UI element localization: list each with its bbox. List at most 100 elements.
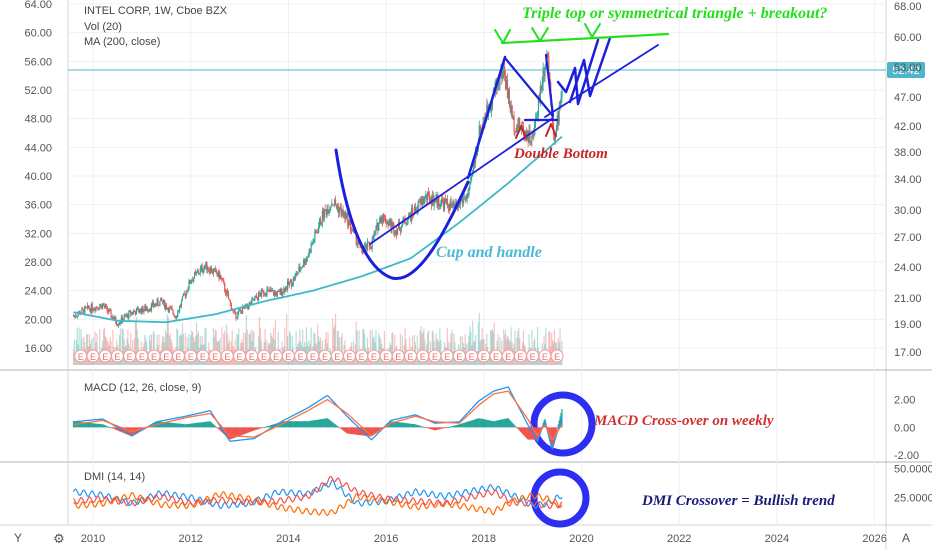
candle-body — [282, 292, 284, 295]
macd-histogram-bar — [332, 422, 334, 428]
candle-body — [179, 305, 181, 312]
volume-bar — [363, 329, 365, 365]
candle-body — [541, 83, 543, 90]
macd-histogram-bar — [360, 427, 362, 436]
macd-histogram-bar — [238, 427, 240, 437]
cup-curve-drawing[interactable] — [334, 148, 470, 280]
double-top-pattern-drawing[interactable] — [503, 53, 555, 118]
candle-body — [427, 191, 430, 194]
dmi-scale[interactable]: 50.0000 25.0000 — [894, 463, 932, 504]
candle-body — [184, 294, 186, 297]
macd-histogram-bar — [461, 423, 463, 428]
macd-histogram-bar — [391, 421, 393, 428]
candle-body — [258, 293, 261, 295]
volume-bar — [453, 333, 455, 365]
macd-crossover-circle[interactable] — [530, 391, 596, 457]
macd-histogram-bar — [239, 427, 241, 436]
right-price-scale[interactable]: 68.00 60.00 53.00 47.00 42.00 38.00 34.00 30.00… — [894, 1, 922, 359]
macd-histogram-bar — [96, 423, 98, 428]
candle-body — [454, 204, 456, 207]
macd-histogram-bar — [321, 418, 324, 428]
resistance-line-green[interactable] — [500, 32, 670, 45]
candle-body — [330, 206, 332, 208]
macd-histogram-bar — [540, 427, 542, 429]
volume-legend[interactable]: Vol (20) — [84, 21, 122, 33]
rising-trendline[interactable] — [544, 44, 659, 118]
macd-histogram-bar — [117, 427, 119, 431]
candle-body — [412, 214, 415, 216]
macd-histogram-bar — [191, 423, 193, 428]
candle-body — [75, 316, 77, 318]
volume-bar — [380, 338, 382, 365]
macd-histogram-bar — [526, 427, 528, 439]
dmi-legend[interactable]: DMI (14, 14) — [84, 471, 145, 483]
macd-histogram-bar — [479, 418, 481, 428]
candle-body — [468, 187, 470, 196]
support-trendline[interactable] — [369, 117, 554, 245]
settings-button[interactable]: ⚙ — [53, 532, 65, 547]
candle-body — [516, 125, 518, 132]
macd-histogram-bar — [102, 424, 105, 428]
candle-body — [326, 208, 328, 216]
candle-body — [87, 305, 90, 309]
volume-bar — [102, 330, 105, 365]
top-marker-1[interactable] — [494, 29, 511, 44]
macd-histogram-bar — [512, 423, 514, 428]
symbol-legend[interactable]: INTEL CORP, 1W, Cboe BZX — [84, 5, 228, 17]
left-price-scale[interactable]: 64.00 60.00 56.00 52.00 48.00 44.00 40.00 36.00… — [24, 0, 52, 355]
ma-legend[interactable]: MA (200, close) — [84, 36, 160, 48]
macd-histogram-bar — [534, 427, 536, 440]
bottom-marker-2[interactable] — [545, 123, 557, 137]
bottom-marker-1[interactable] — [515, 125, 527, 139]
breakout-zigzag-drawing[interactable] — [568, 36, 612, 104]
top-marker-3[interactable] — [584, 23, 601, 38]
macd-histogram-bar — [458, 424, 460, 428]
volume-bar — [221, 327, 223, 365]
candle-body — [540, 86, 542, 90]
macd-legend[interactable]: MACD (12, 26, close, 9) — [84, 382, 201, 394]
candle-body — [262, 290, 264, 295]
volume-bar — [358, 330, 360, 365]
volume-bar — [490, 330, 493, 365]
upper-trendline[interactable] — [466, 55, 507, 180]
volume-bar — [536, 327, 539, 365]
candle-body — [295, 273, 297, 275]
candle-body — [292, 278, 294, 285]
volume-bar — [435, 333, 437, 365]
macd-histogram-bar — [173, 423, 175, 428]
candle-body — [233, 310, 235, 312]
auto-scale-button[interactable]: A — [902, 531, 910, 545]
macd-histogram-bar — [452, 425, 454, 428]
earnings-marker-label: E — [542, 352, 548, 362]
candle-body — [223, 280, 225, 284]
right-price-tick: 34.00 — [894, 174, 922, 186]
macd-histogram-bar — [484, 419, 486, 428]
macd-histogram-bar — [284, 421, 286, 428]
candle-body — [186, 291, 188, 293]
volume-bar — [501, 340, 503, 365]
candle-body — [505, 80, 508, 90]
candle-body — [473, 161, 476, 164]
volume-bar — [302, 329, 304, 365]
volume-bar — [286, 313, 288, 365]
candle-body — [176, 317, 178, 319]
macd-histogram-bar — [112, 427, 114, 429]
macd-histogram-bar — [192, 423, 194, 428]
macd-histogram-bar — [527, 427, 529, 440]
macd-histogram-bar — [349, 427, 352, 434]
candle-body — [369, 246, 371, 249]
log-scale-toggle[interactable]: Y — [14, 531, 22, 545]
candle-body — [120, 316, 122, 323]
macd-histogram-bar — [80, 422, 82, 428]
candle-body — [97, 307, 99, 309]
earnings-marker-label: E — [298, 352, 304, 362]
macd-scale[interactable]: 2.00 0.00 -2.00 — [894, 395, 919, 463]
macd-histogram-bar — [477, 418, 479, 428]
top-marker-2[interactable] — [531, 27, 549, 42]
projection-arrow-drawing[interactable] — [556, 38, 600, 106]
macd-histogram-bar — [409, 423, 411, 428]
macd-histogram-bar — [505, 418, 508, 428]
macd-histogram-bar — [116, 427, 118, 431]
time-scale[interactable]: 2010 2012 2014 2016 2018 2020 2022 2024 2026 — [81, 533, 887, 545]
